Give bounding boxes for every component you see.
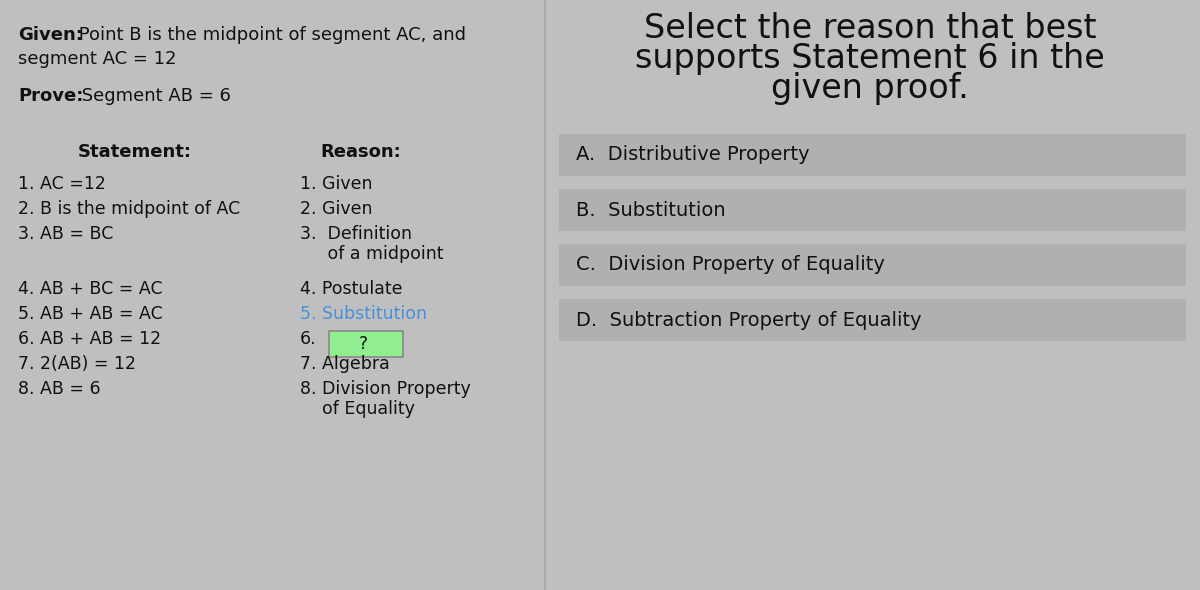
FancyBboxPatch shape bbox=[329, 331, 403, 357]
Text: Select the reason that best: Select the reason that best bbox=[643, 12, 1097, 45]
Text: 8. AB = 6: 8. AB = 6 bbox=[18, 380, 101, 398]
Text: segment AC = 12: segment AC = 12 bbox=[18, 50, 176, 68]
FancyBboxPatch shape bbox=[559, 299, 1186, 341]
Text: 5. Substitution: 5. Substitution bbox=[300, 305, 427, 323]
Text: 7. Algebra: 7. Algebra bbox=[300, 355, 390, 373]
FancyBboxPatch shape bbox=[559, 134, 1186, 176]
Text: 6. AB + AB = 12: 6. AB + AB = 12 bbox=[18, 330, 161, 348]
Text: 2. Given: 2. Given bbox=[300, 200, 372, 218]
Text: A.  Distributive Property: A. Distributive Property bbox=[576, 146, 810, 165]
Text: 8. Division Property: 8. Division Property bbox=[300, 380, 470, 398]
Text: supports Statement 6 in the: supports Statement 6 in the bbox=[635, 42, 1105, 75]
Text: of a midpoint: of a midpoint bbox=[300, 245, 444, 263]
Text: 4. AB + BC = AC: 4. AB + BC = AC bbox=[18, 280, 163, 298]
Text: ?: ? bbox=[348, 335, 384, 353]
Text: C.  Division Property of Equality: C. Division Property of Equality bbox=[576, 255, 884, 274]
Text: 3. AB = BC: 3. AB = BC bbox=[18, 225, 113, 243]
Text: Point B is the midpoint of segment AC, and: Point B is the midpoint of segment AC, a… bbox=[73, 26, 466, 44]
Text: Prove:: Prove: bbox=[18, 87, 83, 105]
Text: 5. AB + AB = AC: 5. AB + AB = AC bbox=[18, 305, 163, 323]
Text: of Equality: of Equality bbox=[300, 400, 415, 418]
Text: B.  Substitution: B. Substitution bbox=[576, 201, 726, 219]
Text: 7. 2(AB) = 12: 7. 2(AB) = 12 bbox=[18, 355, 136, 373]
Text: Given:: Given: bbox=[18, 26, 83, 44]
Text: D.  Subtraction Property of Equality: D. Subtraction Property of Equality bbox=[576, 310, 922, 329]
Text: Statement:: Statement: bbox=[78, 143, 192, 161]
Text: given proof.: given proof. bbox=[772, 72, 968, 105]
FancyBboxPatch shape bbox=[559, 244, 1186, 286]
Text: 6.: 6. bbox=[300, 330, 317, 348]
Text: Segment AB = 6: Segment AB = 6 bbox=[76, 87, 230, 105]
Text: 4. Postulate: 4. Postulate bbox=[300, 280, 402, 298]
Text: 2. B is the midpoint of AC: 2. B is the midpoint of AC bbox=[18, 200, 240, 218]
Text: Reason:: Reason: bbox=[320, 143, 401, 161]
Text: 1. Given: 1. Given bbox=[300, 175, 372, 193]
FancyBboxPatch shape bbox=[559, 189, 1186, 231]
Text: 3.  Definition: 3. Definition bbox=[300, 225, 412, 243]
Text: 1. AC =12: 1. AC =12 bbox=[18, 175, 106, 193]
